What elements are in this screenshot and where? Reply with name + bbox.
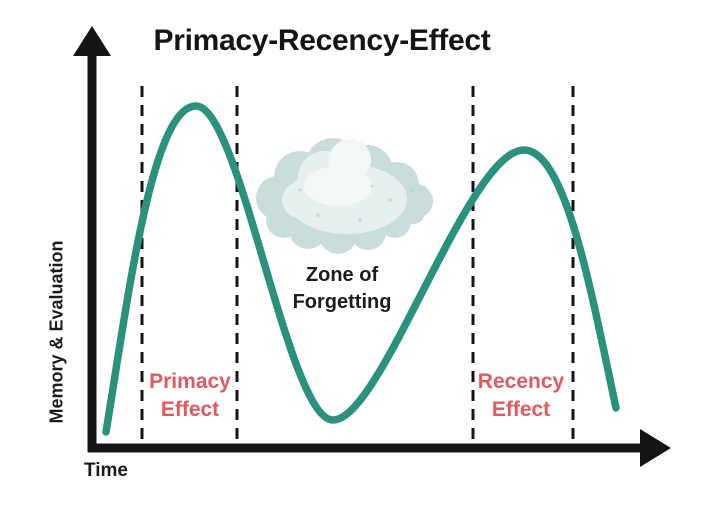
recency-effect-line1: Recency xyxy=(477,370,565,393)
zone-boundary-lines xyxy=(140,86,575,446)
axes xyxy=(73,26,671,467)
x-axis-arrow-icon xyxy=(640,429,671,467)
primacy-effect-line2: Effect xyxy=(160,398,220,421)
zone-of-forgetting-line1: Zone of xyxy=(305,264,379,286)
recency-effect-line2: Effect xyxy=(491,398,551,421)
zone-of-forgetting-label: Zone of Forgetting xyxy=(293,262,392,316)
page-title: Primacy-Recency-Effect xyxy=(153,24,491,57)
cloud-icon xyxy=(256,138,433,254)
memory-curve xyxy=(102,102,620,436)
zone-of-forgetting-line2: Forgetting xyxy=(292,291,392,313)
y-axis-label: Memory & Evaluation xyxy=(46,240,67,424)
y-axis-arrow-icon xyxy=(73,26,111,56)
recency-effect-label: Recency Effect xyxy=(478,368,564,424)
x-axis-label: Time xyxy=(84,460,129,481)
primacy-effect-label: Primacy Effect xyxy=(149,368,231,424)
primacy-effect-line1: Primacy xyxy=(149,370,231,393)
